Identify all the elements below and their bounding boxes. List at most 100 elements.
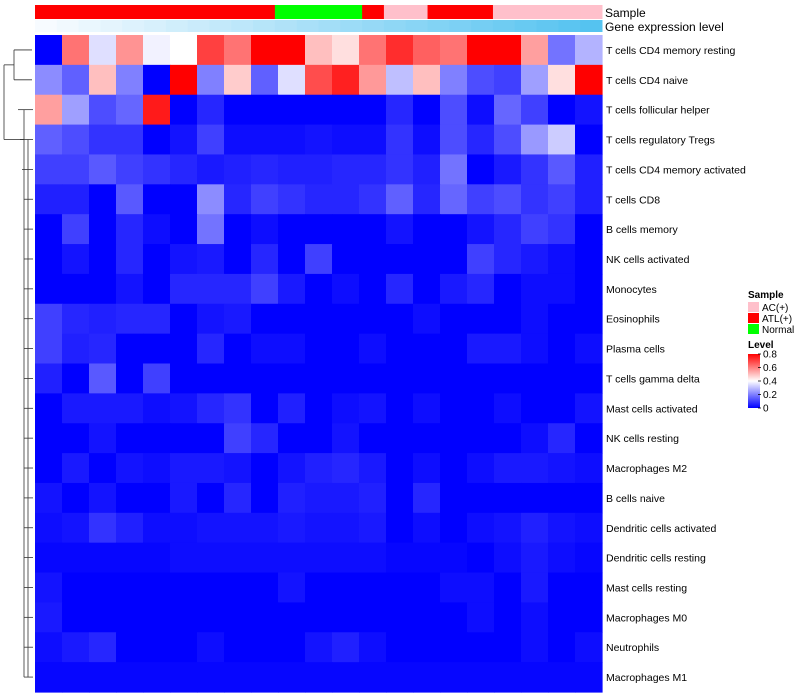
heatmap-cell xyxy=(89,482,117,514)
heatmap-cell xyxy=(224,602,252,633)
heatmap-cell xyxy=(440,94,468,126)
heatmap-cell xyxy=(143,214,171,245)
heatmap-cell xyxy=(62,512,90,544)
heatmap-cell xyxy=(305,303,333,335)
heatmap-cell xyxy=(224,124,252,156)
sample-annotation-cell xyxy=(514,5,538,19)
heatmap-cell xyxy=(305,423,333,454)
heatmap-cell xyxy=(62,393,90,424)
heatmap-cell xyxy=(305,154,333,185)
gene-expression-annotation-cell xyxy=(340,20,363,32)
heatmap-cell xyxy=(332,423,360,454)
heatmap-cell xyxy=(494,602,522,633)
heatmap-cell xyxy=(305,35,333,66)
heatmap-cell xyxy=(170,214,198,245)
heatmap-cell xyxy=(251,303,279,335)
heatmap-cell xyxy=(278,512,306,544)
heatmap-cell xyxy=(224,662,252,693)
heatmap-cell xyxy=(197,393,225,424)
heatmap-cell xyxy=(521,512,549,544)
heatmap-cell xyxy=(197,512,225,544)
heatmap-cell xyxy=(143,64,171,96)
heatmap-cell xyxy=(170,542,198,574)
heatmap-cell xyxy=(143,333,171,365)
heatmap-cell xyxy=(251,542,279,574)
heatmap-cell xyxy=(305,214,333,245)
heatmap-cell xyxy=(575,333,603,365)
heatmap-cell xyxy=(224,303,252,335)
heatmap-cell xyxy=(116,572,144,604)
gene-expression-annotation-cell xyxy=(449,20,472,32)
heatmap-cell xyxy=(35,124,63,156)
row-label: B cells memory xyxy=(606,224,679,236)
row-label: Eosinophils xyxy=(606,314,660,326)
heatmap-cell xyxy=(386,273,414,305)
heatmap-cell xyxy=(413,542,441,574)
heatmap-cell xyxy=(143,154,171,185)
heatmap-cell xyxy=(521,244,549,275)
heatmap-cell xyxy=(467,35,495,66)
row-label: Macrophages M1 xyxy=(606,672,687,684)
heatmap-cell xyxy=(359,482,387,514)
heatmap-cell xyxy=(332,542,360,574)
heatmap-cell xyxy=(575,423,603,454)
heatmap-cell xyxy=(143,482,171,514)
heatmap-cell xyxy=(116,124,144,156)
heatmap-cell xyxy=(521,64,549,96)
heatmap-cell xyxy=(332,244,360,275)
heatmap-cell xyxy=(224,333,252,365)
heatmap-cell xyxy=(305,602,333,633)
heatmap-cell xyxy=(143,303,171,335)
sample-annotation-cell xyxy=(144,5,167,19)
heatmap-cell xyxy=(143,602,171,633)
heatmap-cell xyxy=(35,94,63,126)
gene-expression-annotation-cell xyxy=(427,20,450,32)
heatmap-cell xyxy=(278,662,306,693)
heatmap-cell xyxy=(521,124,549,156)
heatmap-cell xyxy=(278,542,306,574)
heatmap-cell xyxy=(521,662,549,693)
heatmap-cell xyxy=(197,244,225,275)
heatmap-cell xyxy=(494,512,522,544)
heatmap-cell xyxy=(359,94,387,126)
heatmap-cell xyxy=(575,154,603,185)
heatmap-cell xyxy=(305,273,333,305)
heatmap-cell xyxy=(89,94,117,126)
heatmap-cell xyxy=(89,572,117,604)
heatmap-cell xyxy=(224,363,252,394)
heatmap-cell xyxy=(386,632,414,663)
heatmap-cell xyxy=(170,154,198,185)
heatmap-cell xyxy=(89,214,117,245)
heatmap-cell xyxy=(197,572,225,604)
heatmap-cell xyxy=(413,154,441,185)
heatmap-cell xyxy=(224,632,252,663)
heatmap-cell xyxy=(440,154,468,185)
gene-expression-annotation-cell xyxy=(471,20,494,32)
heatmap-cell xyxy=(494,64,522,96)
heatmap-cell xyxy=(62,482,90,514)
heatmap-cell xyxy=(197,303,225,335)
heatmap-cell xyxy=(251,273,279,305)
row-labels: T cells CD4 memory resting T cells CD4 na… xyxy=(606,45,746,684)
heatmap-cell xyxy=(143,572,171,604)
heatmap-cell xyxy=(332,662,360,693)
heatmap-cell xyxy=(467,602,495,633)
heatmap-cell xyxy=(278,482,306,514)
row-label: T cells CD4 naive xyxy=(606,75,688,87)
heatmap-cell xyxy=(575,124,603,156)
heatmap-cell xyxy=(143,273,171,305)
row-label: Mast cells activated xyxy=(606,403,698,415)
sample-annotation-cell xyxy=(274,5,298,19)
sample-annotation-cell xyxy=(122,5,145,19)
heatmap-cell xyxy=(62,363,90,394)
heatmap-cell xyxy=(116,363,144,394)
heatmap-cell xyxy=(251,632,279,663)
sample-annotation-cell xyxy=(449,5,472,19)
sample-annotation-cell xyxy=(383,5,407,19)
heatmap-cell xyxy=(575,542,603,574)
legend-level-tick-label: 0.8 xyxy=(763,350,777,361)
heatmap-cell xyxy=(494,35,522,66)
heatmap-cell xyxy=(170,124,198,156)
heatmap-cell xyxy=(305,482,333,514)
heatmap-cell xyxy=(62,124,90,156)
